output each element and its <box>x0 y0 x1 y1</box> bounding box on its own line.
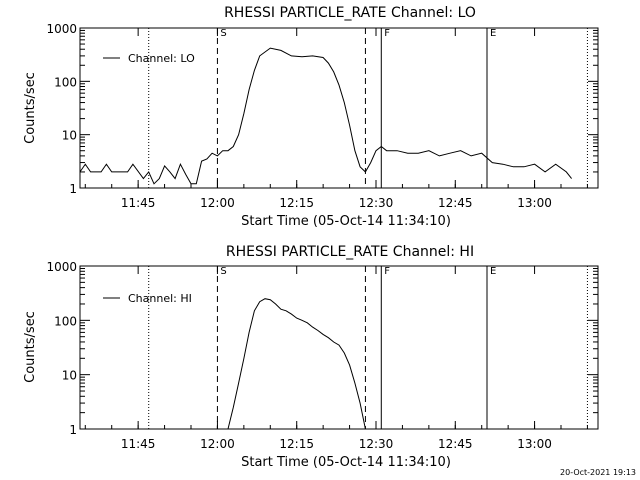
x-tick-label-lo-5: 13:00 <box>517 196 552 210</box>
x-tick-label-lo-1: 12:00 <box>200 196 235 210</box>
x-tick-label-lo-3: 12:30 <box>359 196 394 210</box>
x-tick-label-hi-2: 12:15 <box>279 437 314 451</box>
event-label-f-hi: F <box>384 266 390 277</box>
y-tick-label-hi-2: 100 <box>54 314 77 328</box>
chart-title-lo: RHESSI PARTICLE_RATE Channel: LO <box>224 5 476 21</box>
x-tick-label-hi-0: 11:45 <box>121 437 156 451</box>
y-axis-label-hi: Counts/sec <box>23 311 38 383</box>
x-tick-label-hi-1: 12:00 <box>200 437 235 451</box>
chart-panel-hi: RHESSI PARTICLE_RATE Channel: HI S F E 11:… <box>23 244 599 470</box>
y-tick-label-lo-3: 1000 <box>46 22 77 36</box>
x-axis-label-lo: Start Time (05-Oct-14 11:34:10) <box>241 214 451 229</box>
chart-panel-lo: RHESSI PARTICLE_RATE Channel: LO S F E 11:… <box>23 5 599 229</box>
y-tick-label-lo-0: 1 <box>69 182 77 196</box>
x-tick-label-lo-4: 12:45 <box>438 196 473 210</box>
event-label-s-hi: S <box>220 266 226 277</box>
event-label-f-lo: F <box>384 28 390 39</box>
event-label-e-hi: E <box>490 266 496 277</box>
y-axis-label-lo: Counts/sec <box>23 72 38 144</box>
axis-ticks-lo: 11:45 12:00 12:15 12:30 12:45 13:00 1 10 100 1000 <box>46 22 598 210</box>
legend-hi: Channel: HI <box>103 292 192 305</box>
event-label-e-lo: E <box>490 28 496 39</box>
y-tick-label-hi-3: 1000 <box>46 260 77 274</box>
x-tick-label-lo-0: 11:45 <box>121 196 156 210</box>
y-tick-label-hi-1: 10 <box>62 369 77 383</box>
event-label-s-lo: S <box>220 28 226 39</box>
y-tick-label-hi-0: 1 <box>69 423 77 437</box>
x-tick-label-lo-2: 12:15 <box>279 196 314 210</box>
legend-label-lo: Channel: LO <box>128 52 195 65</box>
x-axis-label-hi: Start Time (05-Oct-14 11:34:10) <box>241 455 451 470</box>
x-tick-label-hi-5: 13:00 <box>517 437 552 451</box>
y-tick-label-lo-2: 100 <box>54 75 77 89</box>
chart-title-hi: RHESSI PARTICLE_RATE Channel: HI <box>226 244 474 260</box>
legend-lo: Channel: LO <box>103 52 195 65</box>
footer-timestamp: 20-Oct-2021 19:13 <box>560 468 636 477</box>
plot-frame-hi <box>79 265 599 430</box>
y-tick-label-lo-1: 10 <box>62 129 77 143</box>
axis-ticks-hi: 11:45 12:00 12:15 12:30 12:45 13:00 1 10 100 1000 <box>46 260 598 451</box>
series-line-hi <box>227 298 366 430</box>
x-tick-label-hi-4: 12:45 <box>438 437 473 451</box>
plot-frame-lo <box>79 27 599 189</box>
series-line-lo <box>79 47 572 185</box>
x-tick-label-hi-3: 12:30 <box>359 437 394 451</box>
legend-label-hi: Channel: HI <box>128 292 192 305</box>
